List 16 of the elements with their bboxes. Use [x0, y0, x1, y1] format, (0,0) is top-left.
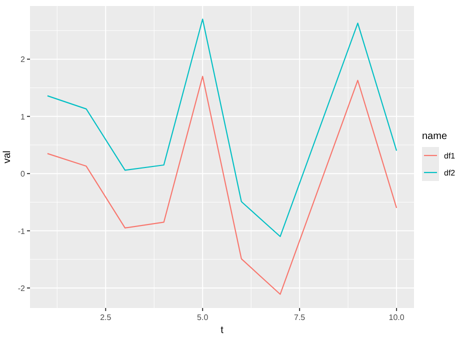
y-tick-label: -1	[18, 226, 26, 236]
x-tick-label: 2.5	[100, 313, 112, 322]
x-tick-label: 5.0	[197, 313, 209, 322]
y-tick-label: 1	[20, 112, 26, 122]
y-axis-title: val	[2, 150, 13, 164]
line-series	[46, 18, 398, 238]
legend-label: df2	[444, 168, 456, 178]
x-tick-label: 10.0	[388, 313, 405, 322]
line-series	[46, 76, 398, 295]
y-tick-label: 2	[20, 55, 26, 64]
x-axis-title: t	[220, 325, 224, 336]
x-tick-label: 7.5	[294, 313, 306, 322]
legend-label: df1	[444, 152, 456, 160]
y-tick-label: -2	[18, 284, 26, 293]
y-tick-label: 0	[20, 170, 26, 179]
legend-title: name	[422, 131, 448, 142]
